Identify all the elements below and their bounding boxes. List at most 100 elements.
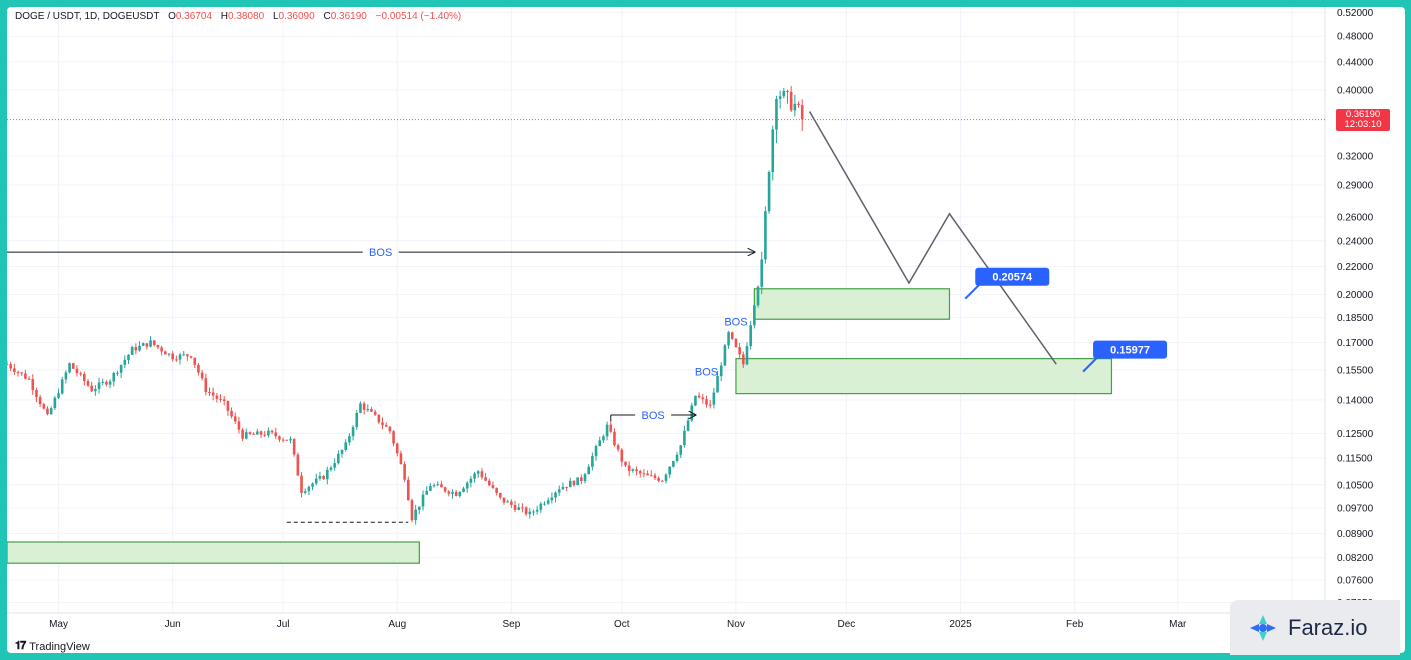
candle-body [723,345,727,366]
candle-body [587,466,590,475]
candle-body [384,425,388,427]
candle-body [473,473,476,479]
candle-body [686,420,690,431]
close-value: 0.36190 [330,11,367,22]
candle-body [362,403,366,410]
candle-body [340,450,344,454]
brand-name: Faraz.io [1288,614,1368,640]
candle-body [9,364,12,369]
demand-zone [735,358,1113,395]
candle-body [53,397,57,409]
candle-body [112,372,116,382]
candle-body [245,432,248,439]
candle-body [57,393,60,398]
y-tick-label: 0.48000 [1337,32,1374,43]
candle-body [543,503,546,505]
candle-body [303,491,307,493]
y-tick-label: 0.15500 [1337,365,1374,376]
candle-body [130,347,134,355]
candle-body [528,511,532,515]
tradingview-logo[interactable]: 𝟏𝟕 TradingView [15,640,90,653]
candle-body [561,486,565,490]
bar-countdown: 12:03:10 [1344,118,1382,130]
x-tick-label: Nov [727,619,745,630]
candle-body [281,439,285,441]
candle-body [554,492,557,498]
candle-body [598,440,602,447]
candle-body [75,368,79,374]
candle-body [35,389,38,398]
candle-body [31,379,35,390]
x-tick-label: Jun [165,619,181,630]
callout-label: 0.20574 [992,272,1033,284]
candle-body [348,436,351,443]
y-tick-label: 0.12500 [1337,429,1374,440]
candle-body [661,480,664,482]
high-label: H [220,11,229,22]
candle-body [576,477,579,486]
candle-body [550,497,554,501]
candle-body [583,474,587,481]
y-tick-label: 0.09700 [1337,504,1374,515]
candle-body [86,381,90,386]
candle-body [414,509,417,521]
candle-body [701,397,705,400]
candle-body [7,364,9,366]
x-tick-label: Feb [1066,619,1084,630]
candle-body [738,347,741,355]
price-chart[interactable]: 0.52000 0.48000 0.44000 0.40000 0.32000 0.290… [7,7,1405,653]
candle-body [425,490,428,495]
candle-body [292,438,296,455]
candle-body [193,357,197,365]
candle-body [208,391,211,393]
x-tick-label: Dec [837,619,855,630]
candle-body [178,354,182,360]
candle-body [631,469,635,471]
candle-body [20,372,24,374]
x-tick-label: Jul [277,619,290,630]
candle-body [668,466,671,475]
bos-label: BOS [695,367,718,379]
candle-body [443,487,447,492]
candle-body [742,354,745,365]
candle-body [672,461,675,467]
callout-box [975,267,1050,286]
candle-body [638,471,642,474]
candle-body [274,432,278,437]
candle-body [289,438,292,441]
candle-body [267,430,270,436]
candle-body [344,442,348,451]
candle-body [429,486,432,491]
candle-body [38,397,42,405]
candle-body [624,461,627,466]
candle-body [97,382,101,390]
x-tick-label: Aug [388,619,406,630]
x-tick-label: Oct [614,619,630,630]
candle-body [767,172,771,212]
candle-body [565,486,568,488]
candle-body [694,395,697,406]
candle-body [609,424,613,432]
candle-body [753,305,756,326]
candle-body [152,340,156,345]
candle-body [690,405,694,421]
candle-body [719,365,723,377]
candle-body [149,340,152,347]
candle-body [318,475,322,479]
candle-body [602,436,605,441]
candle-body [392,431,395,444]
candle-body [782,90,786,97]
candle-body [510,501,513,505]
last-price-tag: 0.36190 12:03:10 [1336,108,1390,131]
candle-body [366,409,370,411]
candle-body [653,475,657,479]
candle-body [373,411,377,415]
candle-body [256,431,259,435]
demand-zone [7,541,420,564]
candle-body [219,398,222,400]
candle-body [454,491,458,497]
candle-body [532,511,535,513]
candle-body [226,400,230,411]
candle-body [594,446,598,457]
callout-box [1093,340,1168,359]
